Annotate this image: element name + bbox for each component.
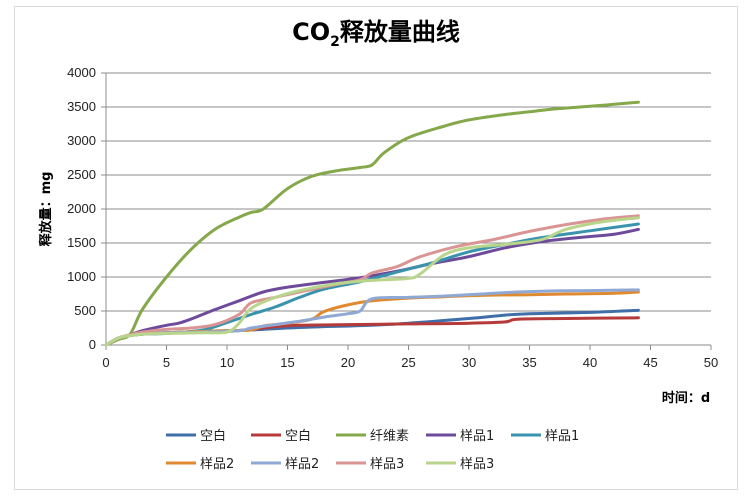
legend-item: 空白: [166, 428, 226, 444]
legend-label: 样品1: [545, 429, 579, 444]
legend-label: 空白: [200, 428, 226, 444]
x-tick-label: 5: [163, 355, 170, 370]
chart-title: CO2释放量曲线: [0, 12, 752, 50]
legend-label: 空白: [285, 428, 311, 444]
legend-item: 样品1: [511, 429, 579, 444]
gridlines: [106, 72, 711, 312]
legend-label: 纤维素: [370, 429, 409, 444]
x-tick-label: 0: [102, 355, 109, 370]
y-tick-label: 3000: [67, 133, 96, 148]
legend-item: 样品2: [251, 457, 319, 472]
legend-label: 样品2: [285, 457, 319, 472]
title-subscript: 2: [330, 33, 340, 50]
y-tick-label: 0: [89, 337, 96, 352]
legend-item: 样品2: [166, 457, 234, 472]
y-tick-label: 2500: [67, 167, 96, 182]
y-tick-label: 4000: [67, 65, 96, 80]
y-tick-label: 3500: [67, 99, 96, 114]
axes: 0 500 1000 1500 2000 2500 3000 3500 4000 0 5 10 15 20…: [67, 65, 718, 370]
x-tick-label: 40: [583, 355, 597, 370]
legend-item: 样品3: [336, 457, 404, 472]
legend-item: 样品3: [426, 457, 494, 472]
title-main: CO: [292, 18, 331, 46]
y-tick-label: 1000: [67, 269, 96, 284]
legend-item: 纤维素: [336, 429, 409, 444]
series-line-5: [104, 222, 640, 347]
x-tick-label: 20: [341, 355, 355, 370]
legend-label: 样品3: [370, 457, 404, 472]
chart-frame: [14, 6, 738, 490]
x-tick-label: 25: [401, 355, 415, 370]
x-tick-label: 50: [704, 355, 718, 370]
series-line-4: [104, 227, 640, 347]
y-tick-label: 1500: [67, 235, 96, 250]
x-tick-label: 10: [220, 355, 234, 370]
x-tick-label: 45: [643, 355, 657, 370]
y-tick-label: 500: [74, 303, 96, 318]
legend-label: 样品1: [460, 429, 494, 444]
legend-label: 样品3: [460, 457, 494, 472]
x-tick-label: 15: [280, 355, 294, 370]
title-rest: 释放量曲线: [339, 18, 460, 46]
series-line-9: [104, 216, 640, 347]
x-tick-label: 30: [462, 355, 476, 370]
legend-item: 空白: [251, 428, 311, 444]
series-line-3: [104, 100, 640, 347]
y-tick-label: 2000: [67, 201, 96, 216]
legend-label: 样品2: [200, 457, 234, 472]
y-axis-title: 释放量：mg: [38, 172, 54, 247]
legend-item: 样品1: [426, 429, 494, 444]
x-tick-label: 35: [522, 355, 536, 370]
x-axis-title: 时间：d: [662, 390, 710, 406]
legend: 空白 空白 纤维素 样品1 样品1 样品2 样品2 样品3 样品3: [166, 428, 579, 472]
series-lines: [104, 100, 640, 347]
